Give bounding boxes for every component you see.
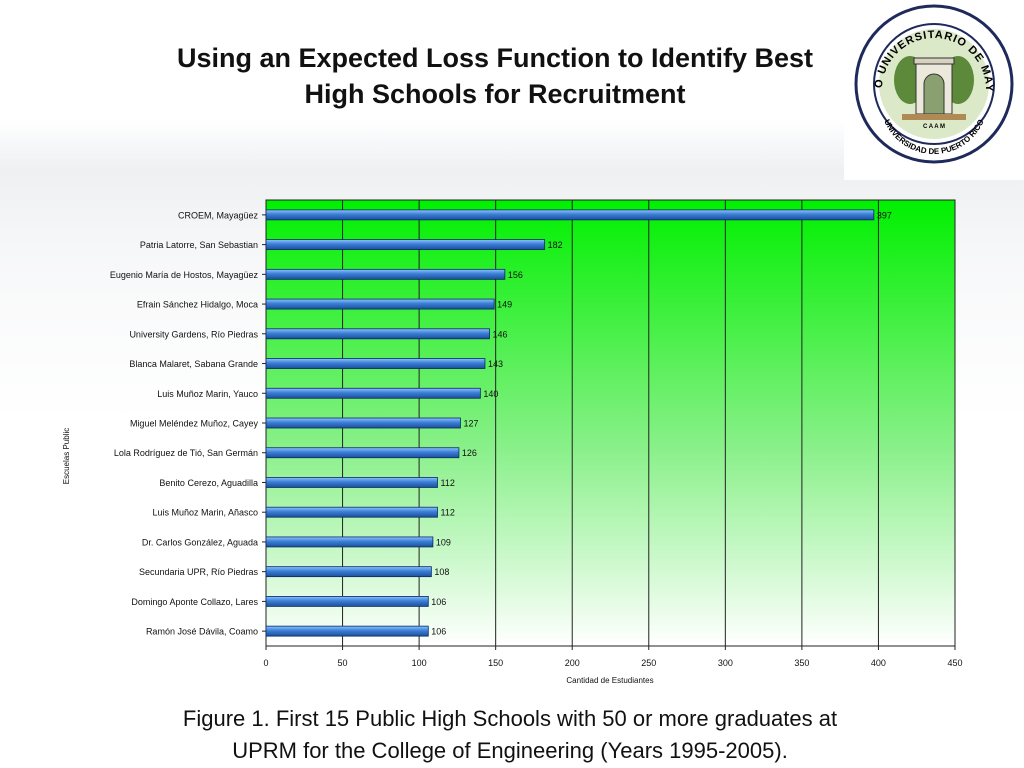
bar — [265, 298, 495, 310]
bars — [265, 209, 875, 637]
x-tick-label: 150 — [488, 658, 503, 668]
slide-title-line-2: High Schools for Recruitment — [304, 79, 686, 109]
category-label: Ramón José Dávila, Coamo — [146, 627, 258, 637]
bar — [265, 447, 460, 459]
data-label: 106 — [431, 597, 446, 607]
category-label: CROEM, Mayagüez — [178, 210, 259, 220]
data-label: 397 — [877, 210, 892, 220]
category-label: Dr. Carlos González, Aguada — [142, 537, 258, 547]
bar — [265, 596, 429, 607]
slide-title-line-1: Using an Expected Loss Function to Ident… — [176, 43, 814, 73]
data-label: 146 — [493, 329, 508, 339]
bar — [265, 239, 546, 251]
category-label: Lola Rodríguez de Tió, San Germán — [114, 448, 258, 458]
data-labels: 397 182 156 149 146 143 140 127 126 112 112 109 108 1… — [431, 210, 892, 636]
data-label: 143 — [488, 359, 503, 369]
bar — [265, 328, 490, 340]
category-label: Benito Cerezo, Aguadilla — [159, 478, 258, 488]
bar — [265, 566, 432, 578]
category-label: Secundaria UPR, Río Piedras — [139, 567, 259, 577]
x-axis-title: Cantidad de Estudiantes — [566, 676, 653, 685]
category-label: Miguel Meléndez Muñoz, Cayey — [130, 419, 259, 429]
bar — [265, 358, 486, 369]
x-tick-label: 100 — [412, 658, 427, 668]
seal-initials: C A A M — [923, 124, 945, 130]
category-label: Efrain Sánchez Hidalgo, Moca — [137, 300, 258, 310]
data-label: 156 — [508, 270, 523, 280]
data-label: 182 — [548, 240, 563, 250]
x-tick-label: 50 — [338, 658, 348, 668]
bar — [265, 506, 438, 518]
x-axis-ticks: 0 50 100 150 200 250 300 350 400 450 — [263, 646, 963, 668]
data-label: 126 — [462, 448, 477, 458]
slide-title: Using an Expected Loss Function to Ident… — [60, 40, 930, 112]
x-tick-label: 200 — [565, 658, 580, 668]
caption-line-1: Figure 1. First 15 Public High Schools w… — [182, 706, 838, 731]
category-label: University Gardens, Río Piedras — [129, 329, 258, 339]
bar — [265, 209, 875, 221]
x-tick-label: 250 — [641, 658, 656, 668]
bar — [265, 477, 438, 488]
seal-icon: RECINTO UNIVERSITARIO DE MAYAGÜEZ UNIVER… — [839, 0, 1014, 164]
category-label: Patria Latorre, San Sebastian — [140, 240, 258, 250]
bar — [265, 387, 481, 399]
bar — [265, 625, 429, 637]
data-label: 127 — [463, 419, 478, 429]
data-label: 112 — [440, 478, 454, 488]
bar — [265, 417, 461, 429]
data-label: 108 — [434, 567, 449, 577]
figure-caption: Figure 1. First 15 Public High Schools w… — [60, 703, 960, 767]
bar — [265, 536, 434, 548]
category-label: Eugenio María de Hostos, Mayagüez — [110, 270, 259, 280]
university-seal-logo: RECINTO UNIVERSITARIO DE MAYAGÜEZ UNIVER… — [839, 0, 1024, 180]
data-label: 109 — [436, 537, 451, 547]
bar-chart: 397 182 156 149 146 143 140 127 126 112 112 109 108 1… — [62, 199, 963, 685]
data-label: 149 — [497, 300, 512, 310]
category-labels: CROEM, Mayagüez Patria Latorre, San Sebas… — [110, 210, 266, 637]
caption-line-2: UPRM for the College of Engineering (Yea… — [232, 738, 788, 763]
category-label: Blanca Malaret, Sabana Grande — [129, 359, 258, 369]
x-tick-label: 350 — [794, 658, 809, 668]
x-tick-label: 300 — [718, 658, 733, 668]
category-label: Domingo Aponte Collazo, Lares — [131, 597, 258, 607]
y-axis-title: Escuelas Public — [62, 428, 71, 484]
x-tick-label: 400 — [871, 658, 886, 668]
category-label: Luis Muñoz Marin, Añasco — [152, 508, 258, 518]
category-label: Luis Muñoz Marin, Yauco — [157, 389, 258, 399]
bar — [265, 268, 506, 280]
data-label: 106 — [431, 627, 446, 637]
data-label: 112 — [440, 508, 454, 518]
x-tick-label: 450 — [947, 658, 962, 668]
x-tick-label: 0 — [263, 658, 268, 668]
data-label: 140 — [483, 389, 498, 399]
